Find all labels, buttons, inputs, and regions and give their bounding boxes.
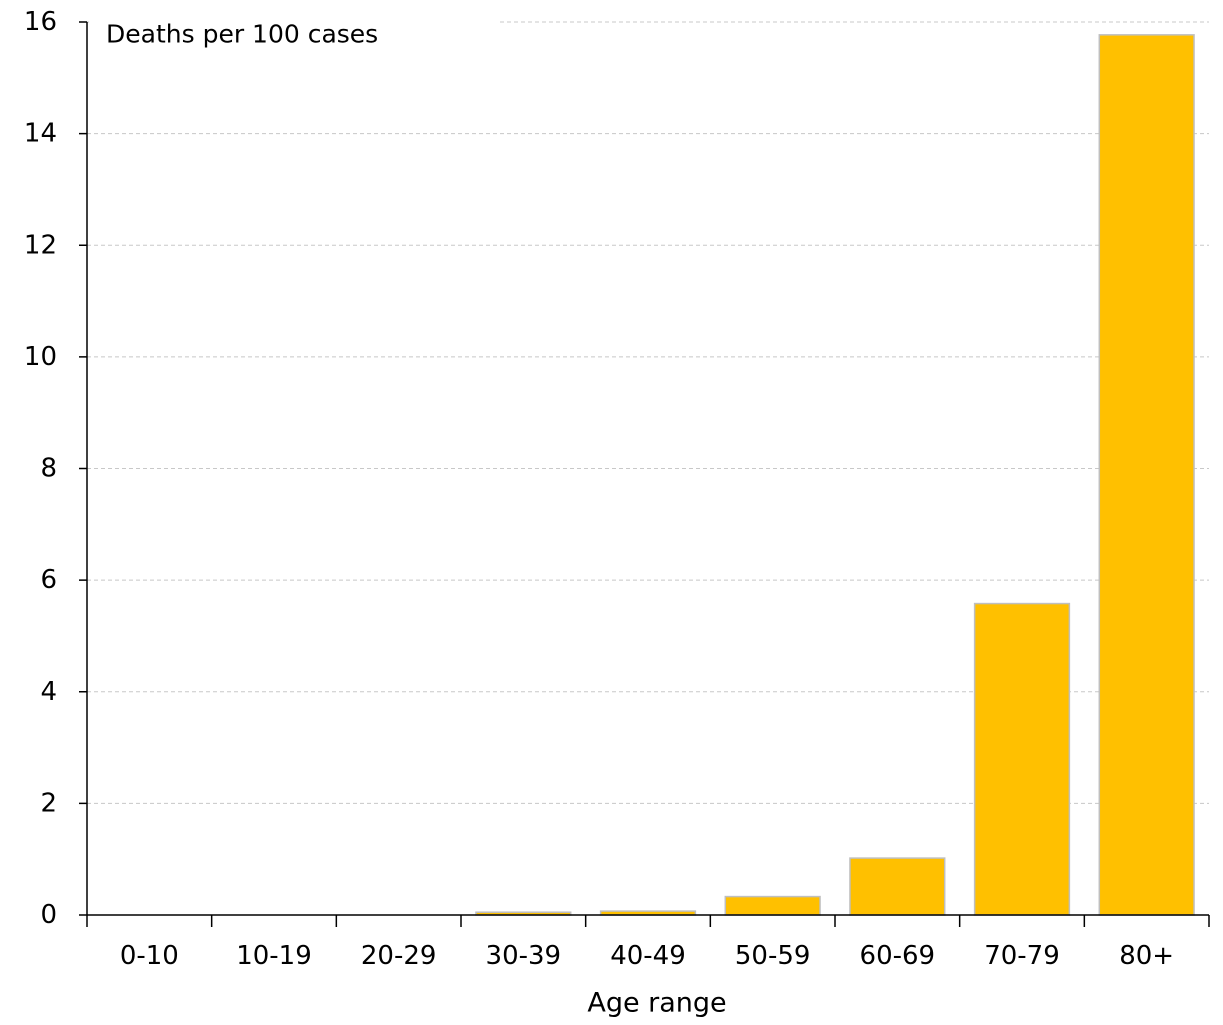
x-tick-label: 20-29: [361, 941, 437, 971]
y-tick-label: 6: [40, 565, 57, 595]
axes: [79, 21, 1210, 927]
x-tick-label: 40-49: [610, 941, 686, 971]
x-tick-label: 50-59: [735, 941, 811, 971]
x-axis-label: Age range: [587, 988, 726, 1019]
y-tick-label: 8: [40, 454, 57, 484]
bar-70-79: [973, 602, 1071, 916]
y-tick-label: 12: [24, 230, 57, 260]
y-tick-label: 2: [40, 788, 57, 818]
y-tick-label: 10: [24, 342, 57, 372]
y-tick-label: 14: [24, 119, 57, 149]
y-tick-labels: 0 2 4 6 8 10 12 14 16: [24, 7, 57, 930]
x-tick-labels: 0-10 10-19 20-29 30-39 40-49 50-59 60-69 70-79 8…: [120, 941, 1174, 971]
x-tick-label: 80+: [1119, 941, 1174, 971]
bar-50-59: [724, 895, 821, 916]
x-tick-label: 10-19: [236, 941, 312, 971]
y-tick-label: 0: [40, 900, 57, 930]
x-tick-label: 30-39: [486, 941, 562, 971]
x-tick-label: 60-69: [860, 941, 936, 971]
x-tick-label: 70-79: [984, 941, 1060, 971]
bar-60-69: [849, 857, 946, 916]
y-axis-label-background: [89, 18, 499, 52]
bars: [475, 34, 1195, 916]
y-axis-label: Deaths per 100 cases: [106, 20, 378, 49]
x-tick-label: 0-10: [120, 941, 179, 971]
y-tick-label: 4: [40, 677, 57, 707]
y-tick-label: 16: [24, 7, 57, 37]
bar-80+: [1098, 34, 1195, 916]
